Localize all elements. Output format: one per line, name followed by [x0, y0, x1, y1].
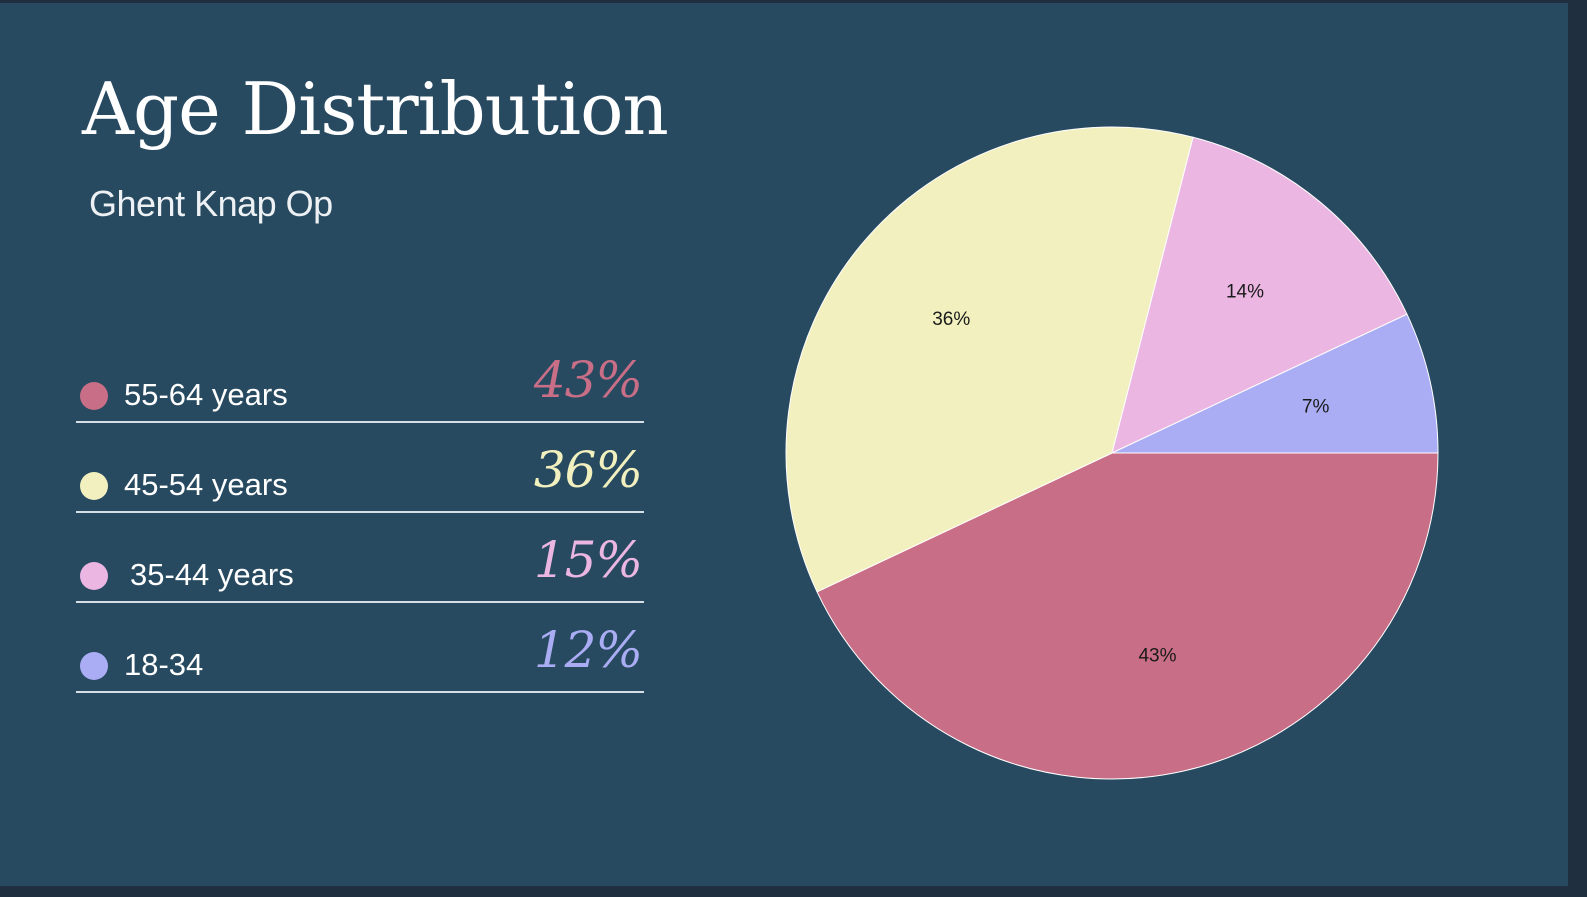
legend-row-45-54: 45-54 years 36% — [76, 423, 644, 513]
pie-slice-1 — [785, 126, 1194, 593]
legend-dot-icon — [80, 652, 108, 680]
legend-dot-icon — [80, 382, 108, 410]
pie-slice-label-3: 7% — [1302, 397, 1330, 418]
legend-row-55-64: 55-64 years 43% — [76, 333, 644, 423]
pie-slice-0 — [816, 452, 1439, 780]
legend-label: 18-34 — [124, 647, 204, 682]
legend-label: 35-44 years — [130, 557, 294, 592]
legend-value: 43% — [533, 351, 643, 409]
legend-value: 12% — [533, 621, 643, 679]
pie-slice-label-1: 36% — [932, 309, 970, 330]
legend-label: 55-64 years — [124, 377, 288, 412]
legend-label: 45-54 years — [124, 467, 288, 502]
pie-slice-label-2: 14% — [1226, 281, 1264, 302]
legend-row-18-34: 18-34 12% — [76, 603, 644, 693]
legend-value: 15% — [533, 531, 643, 589]
pie-chart: 43% 36% 14% 7% — [780, 121, 1444, 785]
pie-slice-label-0: 43% — [1138, 646, 1176, 667]
slide: Age Distribution Ghent Knap Op 55-64 yea… — [0, 3, 1568, 886]
pie-chart-svg: 43% 36% 14% 7% — [785, 126, 1439, 780]
legend-row-35-44: 35-44 years 15% — [76, 513, 644, 603]
slide-title: Age Distribution — [82, 67, 669, 151]
legend-dot-icon — [80, 562, 108, 590]
legend-value: 36% — [533, 441, 643, 499]
pie-slice-2 — [1111, 136, 1408, 454]
pie-slice-3 — [1111, 313, 1439, 454]
slide-subtitle: Ghent Knap Op — [89, 183, 333, 224]
legend-dot-icon — [80, 472, 108, 500]
legend: 55-64 years 43% 45-54 years 36% 35-44 ye… — [76, 333, 644, 693]
